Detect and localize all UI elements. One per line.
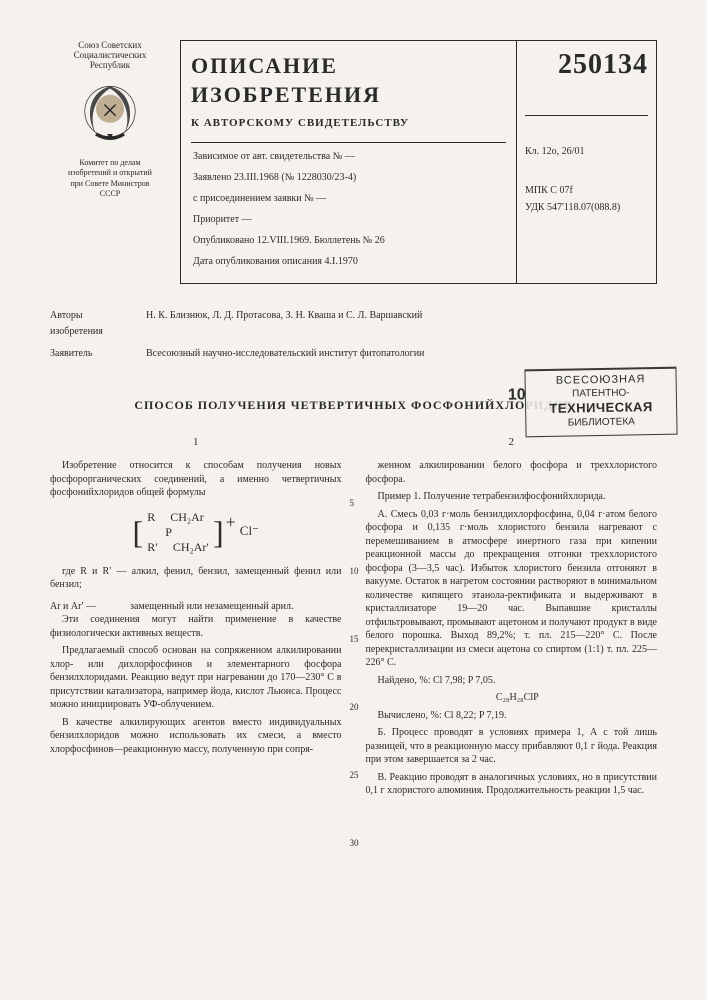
line-number: 15: [350, 633, 359, 645]
committee-label: Комитет по делам изобретений и открытий …: [50, 158, 170, 200]
library-stamp: 10 ВСЕСОЮЗНАЯ ПАТЕНТНО- ТЕХНИЧЕСКАЯ БИБЛ…: [524, 367, 677, 438]
doc-title-2: ИЗОБРЕТЕНИЯ: [191, 78, 506, 111]
chemical-formula: [ R CH₂Ar P R′ CH₂Ar′ ] + Cl⁻: [50, 510, 342, 555]
line-number: 30: [350, 837, 359, 849]
applicant-name: Всесоюзный научно-исследовательский инст…: [146, 346, 657, 362]
doc-number: 250134: [525, 49, 648, 81]
para: Б. Процесс проводят в условиях примера 1…: [366, 726, 658, 767]
dependent-line: Зависимое от авт. свидетельства № —: [193, 149, 506, 164]
line-number: 10: [350, 565, 359, 577]
attachment-line: с присоединением заявки № —: [193, 191, 506, 206]
para: Предлагаемый способ основан на сопряженн…: [50, 644, 342, 712]
doc-subtitle: К АВТОРСКОМУ СВИДЕТЕЛЬСТВУ: [191, 115, 506, 132]
line-number: 5: [350, 497, 355, 509]
para: Изобретение относится к способам получен…: [50, 459, 342, 500]
para: А. Смесь 0,03 г·моль бензилдихлорфосфина…: [366, 508, 658, 670]
col-number: 1: [50, 435, 342, 450]
line-number: 20: [350, 701, 359, 713]
empirical-formula: C₂₈H₂₈ClP: [366, 691, 658, 705]
stamp-line-2: ТЕХНИЧЕСКАЯ: [536, 399, 666, 418]
applicant-label: Заявитель: [50, 346, 130, 362]
header-area: Союз Советских Социалистических Республи…: [50, 40, 657, 284]
stamp-number: 10: [508, 385, 526, 405]
column-2: 2 женном алкилировании белого фосфора и …: [366, 435, 658, 802]
para: В. Реакцию проводят в аналогичных услови…: [366, 771, 658, 798]
authors-names: Н. К. Близнюк, Л. Д. Протасова, З. Н. Кв…: [146, 308, 657, 340]
calc-line: Вычислено, %: Cl 8,22; P 7,19.: [366, 709, 658, 723]
class-line: Кл. 12о, 26/01: [525, 146, 648, 157]
authors-row: Авторы изобретения Н. К. Близнюк, Л. Д. …: [50, 308, 657, 340]
bracket-left: [: [133, 518, 144, 546]
found-line: Найдено, %: Cl 7,98; P 7,05.: [366, 674, 658, 688]
para: В качестве алкилирующих агентов вместо и…: [50, 716, 342, 757]
para: Эти соединения могут найти применение в …: [50, 613, 342, 640]
mpk-line: МПК С 07f: [525, 185, 648, 196]
ussr-label: Союз Советских Социалистических Республи…: [50, 40, 170, 70]
stamp-line-3: БИБЛИОТЕКА: [536, 415, 666, 430]
applicant-row: Заявитель Всесоюзный научно-исследовател…: [50, 346, 657, 362]
state-emblem-icon: [75, 78, 145, 148]
bracket-right: ]: [213, 518, 224, 546]
para: Пример 1. Получение тетрабензилфосфонийх…: [366, 490, 658, 504]
priority-line: Приоритет —: [193, 212, 506, 227]
where-clause-2: Ar и Ar′ — замещенный или незамещенный а…: [50, 600, 342, 614]
line-number: 25: [350, 769, 359, 781]
left-sidebar: Союз Советских Социалистических Республи…: [50, 40, 170, 284]
header-box-right: 250134 Кл. 12о, 26/01 МПК С 07f УДК 547'…: [516, 41, 656, 283]
para: женном алкилировании белого фосфора и тр…: [366, 459, 658, 486]
anion: Cl⁻: [240, 522, 259, 540]
header-box-left: ОПИСАНИЕ ИЗОБРЕТЕНИЯ К АВТОРСКОМУ СВИДЕТ…: [181, 41, 516, 283]
where-clause-1: где R и R′ — алкил, фенил, бензил, замещ…: [50, 565, 342, 592]
divider: [191, 142, 506, 143]
divider: [525, 115, 648, 116]
filed-line: Заявлено 23.III.1968 (№ 1228030/23-4): [193, 170, 506, 185]
udk-line: УДК 547'118.07(088.8): [525, 202, 648, 213]
authors-label: Авторы изобретения: [50, 308, 130, 340]
charge-plus: +: [226, 510, 236, 534]
published-line: Опубликовано 12.VIII.1969. Бюллетень № 2…: [193, 233, 506, 248]
header-box: ОПИСАНИЕ ИЗОБРЕТЕНИЯ К АВТОРСКОМУ СВИДЕТ…: [180, 40, 657, 284]
page: Союз Советских Социалистических Республи…: [0, 0, 707, 842]
column-1: 1 Изобретение относится к способам получ…: [50, 435, 342, 802]
body-columns: 1 Изобретение относится к способам получ…: [50, 435, 657, 802]
desc-date-line: Дата опубликования описания 4.I.1970: [193, 254, 506, 269]
col-number: 2: [366, 435, 658, 450]
